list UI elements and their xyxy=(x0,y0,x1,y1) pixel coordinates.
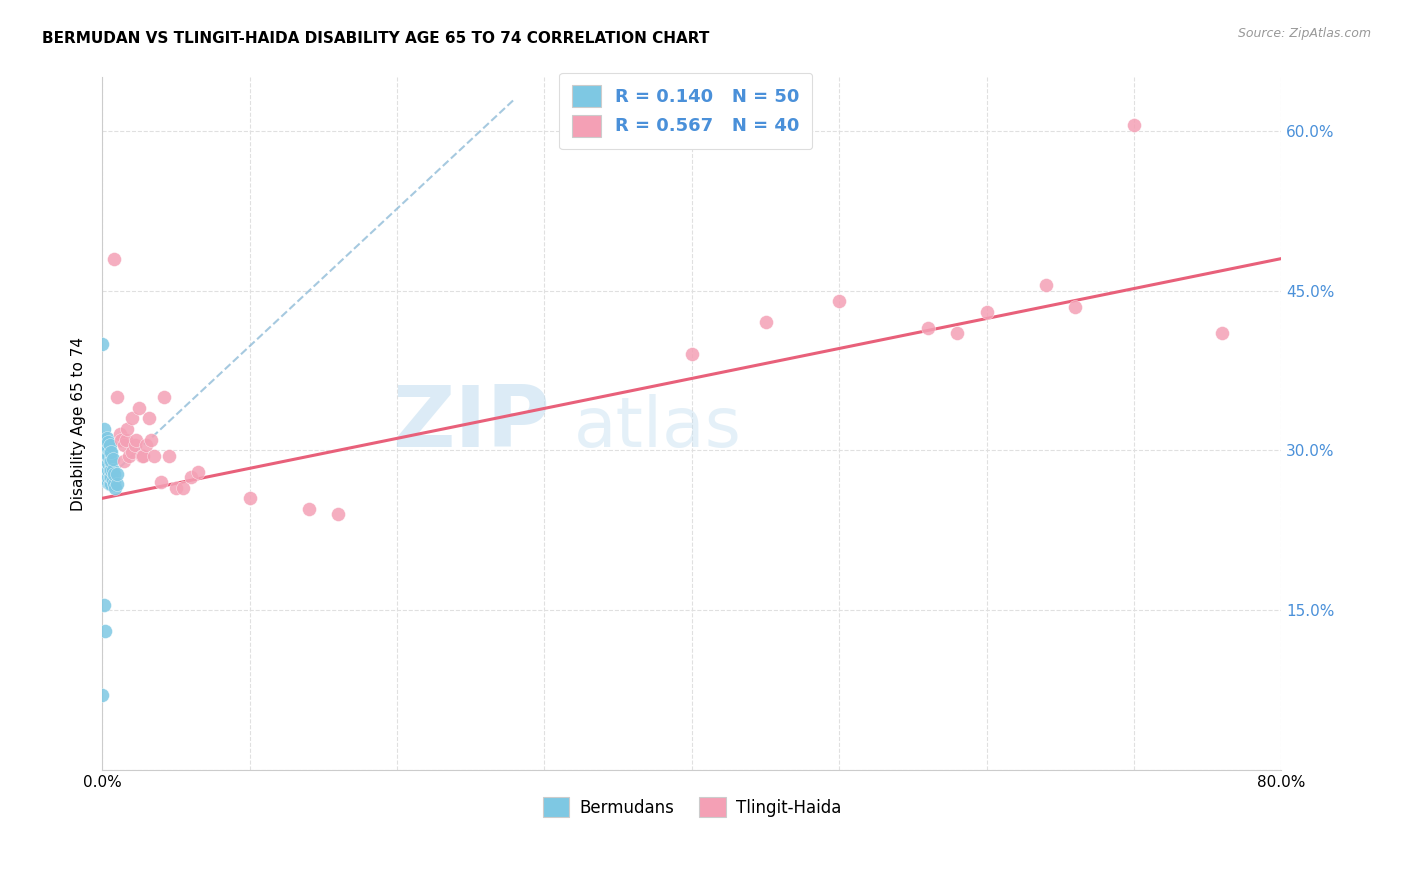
Point xyxy=(93,449,115,463)
Point xyxy=(94,470,117,484)
Point xyxy=(138,411,160,425)
Point xyxy=(828,294,851,309)
Point xyxy=(103,477,125,491)
Point xyxy=(98,445,121,459)
Point xyxy=(132,449,155,463)
Point xyxy=(97,470,120,484)
Point xyxy=(93,465,115,479)
Point xyxy=(139,433,162,447)
Point xyxy=(157,449,180,463)
Point xyxy=(96,456,118,470)
Point xyxy=(94,433,117,447)
Point xyxy=(94,449,117,463)
Point xyxy=(187,465,209,479)
Point xyxy=(91,336,114,351)
Text: atlas: atlas xyxy=(574,393,742,460)
Point xyxy=(110,433,132,447)
Point xyxy=(97,441,120,455)
Point xyxy=(165,481,187,495)
Point xyxy=(98,477,121,491)
Point xyxy=(128,401,150,415)
Point xyxy=(121,445,143,459)
Point xyxy=(104,481,127,495)
Point xyxy=(100,454,122,468)
Text: ZIP: ZIP xyxy=(392,382,550,466)
Point xyxy=(917,321,939,335)
Point xyxy=(93,433,115,447)
Point xyxy=(96,445,118,459)
Point xyxy=(96,475,118,490)
Point xyxy=(101,473,124,487)
Point xyxy=(105,467,128,481)
Point xyxy=(97,434,120,449)
Point xyxy=(114,433,136,447)
Point xyxy=(946,326,969,340)
Point xyxy=(112,438,135,452)
Point xyxy=(117,422,139,436)
Point xyxy=(98,470,121,484)
Point xyxy=(94,443,117,458)
Point xyxy=(1123,119,1146,133)
Point xyxy=(172,481,194,495)
Point xyxy=(93,598,115,612)
Point xyxy=(94,454,117,468)
Point xyxy=(239,491,262,506)
Point xyxy=(150,475,173,490)
Point xyxy=(125,433,148,447)
Point xyxy=(96,450,118,465)
Point xyxy=(103,252,125,266)
Point xyxy=(98,438,121,452)
Point xyxy=(124,438,146,452)
Point xyxy=(180,470,202,484)
Point xyxy=(97,449,120,463)
Point xyxy=(153,390,176,404)
Point xyxy=(118,449,141,463)
Point xyxy=(1064,300,1087,314)
Point xyxy=(976,305,998,319)
Point xyxy=(97,462,120,476)
Point xyxy=(100,470,122,484)
Point xyxy=(135,438,157,452)
Point xyxy=(98,454,121,468)
Point xyxy=(105,390,128,404)
Point xyxy=(98,462,121,476)
Point xyxy=(94,465,117,479)
Point xyxy=(1035,278,1057,293)
Point xyxy=(96,467,118,481)
Point xyxy=(101,451,124,466)
Point xyxy=(326,508,349,522)
Point xyxy=(91,689,114,703)
Text: BERMUDAN VS TLINGIT-HAIDA DISABILITY AGE 65 TO 74 CORRELATION CHART: BERMUDAN VS TLINGIT-HAIDA DISABILITY AGE… xyxy=(42,31,710,46)
Point xyxy=(101,462,124,476)
Point xyxy=(96,438,118,452)
Point xyxy=(100,445,122,459)
Point xyxy=(103,467,125,481)
Point xyxy=(681,347,703,361)
Legend: Bermudans, Tlingit-Haida: Bermudans, Tlingit-Haida xyxy=(536,790,848,824)
Point xyxy=(100,462,122,476)
Point xyxy=(100,477,122,491)
Text: Source: ZipAtlas.com: Source: ZipAtlas.com xyxy=(1237,27,1371,40)
Point xyxy=(94,459,117,474)
Point xyxy=(93,422,115,436)
Point xyxy=(96,431,118,445)
Point xyxy=(105,477,128,491)
Point xyxy=(297,502,319,516)
Point xyxy=(93,443,115,458)
Point xyxy=(131,449,153,463)
Point xyxy=(108,427,131,442)
Point xyxy=(1211,326,1233,340)
Point xyxy=(112,454,135,468)
Point xyxy=(142,449,165,463)
Point xyxy=(97,475,120,490)
Point xyxy=(96,461,118,475)
Y-axis label: Disability Age 65 to 74: Disability Age 65 to 74 xyxy=(72,336,86,511)
Point xyxy=(94,624,117,639)
Point xyxy=(97,456,120,470)
Point xyxy=(121,411,143,425)
Point xyxy=(754,316,776,330)
